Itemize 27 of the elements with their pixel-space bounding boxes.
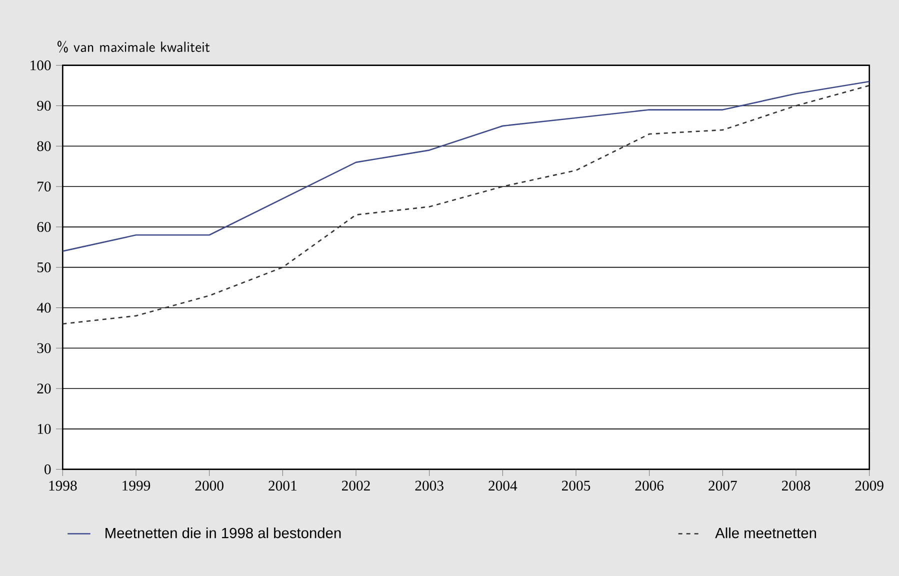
y-tick-label: 30 bbox=[37, 343, 51, 354]
legend-label: Meetnetten die in 1998 al bestonden bbox=[106, 527, 341, 538]
y-axis-title: % van maximale kwaliteit bbox=[58, 40, 210, 53]
y-tick-label: 100 bbox=[30, 60, 51, 70]
x-tick-label: 2001 bbox=[268, 480, 296, 491]
line-series bbox=[62, 84, 870, 325]
x-tick-label: 2005 bbox=[562, 480, 590, 491]
y-tick-label: 50 bbox=[37, 262, 51, 272]
x-tick-label: 1999 bbox=[122, 480, 150, 491]
y-tick-label: 60 bbox=[37, 222, 51, 232]
y-tick-label: 40 bbox=[36, 302, 51, 313]
x-tick-label: 2002 bbox=[342, 480, 370, 491]
y-tick-label: 10 bbox=[38, 424, 51, 434]
x-tick-label: 1998 bbox=[49, 480, 77, 491]
x-tick-label: 2008 bbox=[782, 480, 810, 491]
x-tick-label: 2007 bbox=[708, 480, 737, 491]
x-tick-label: 2000 bbox=[195, 480, 224, 491]
legend-label: Alle meetnetten bbox=[715, 527, 816, 538]
y-tick-label: 90 bbox=[37, 100, 51, 111]
y-tick-label: 0 bbox=[44, 464, 51, 474]
x-tick-label: 2006 bbox=[635, 480, 664, 491]
x-tick-label: 2004 bbox=[488, 480, 518, 491]
y-tick-label: 70 bbox=[38, 182, 51, 192]
y-tick-label: 80 bbox=[37, 141, 51, 152]
x-tick-label: 2009 bbox=[855, 480, 884, 491]
x-tick-label: 2003 bbox=[415, 480, 444, 491]
y-tick-label: 20 bbox=[37, 384, 51, 394]
